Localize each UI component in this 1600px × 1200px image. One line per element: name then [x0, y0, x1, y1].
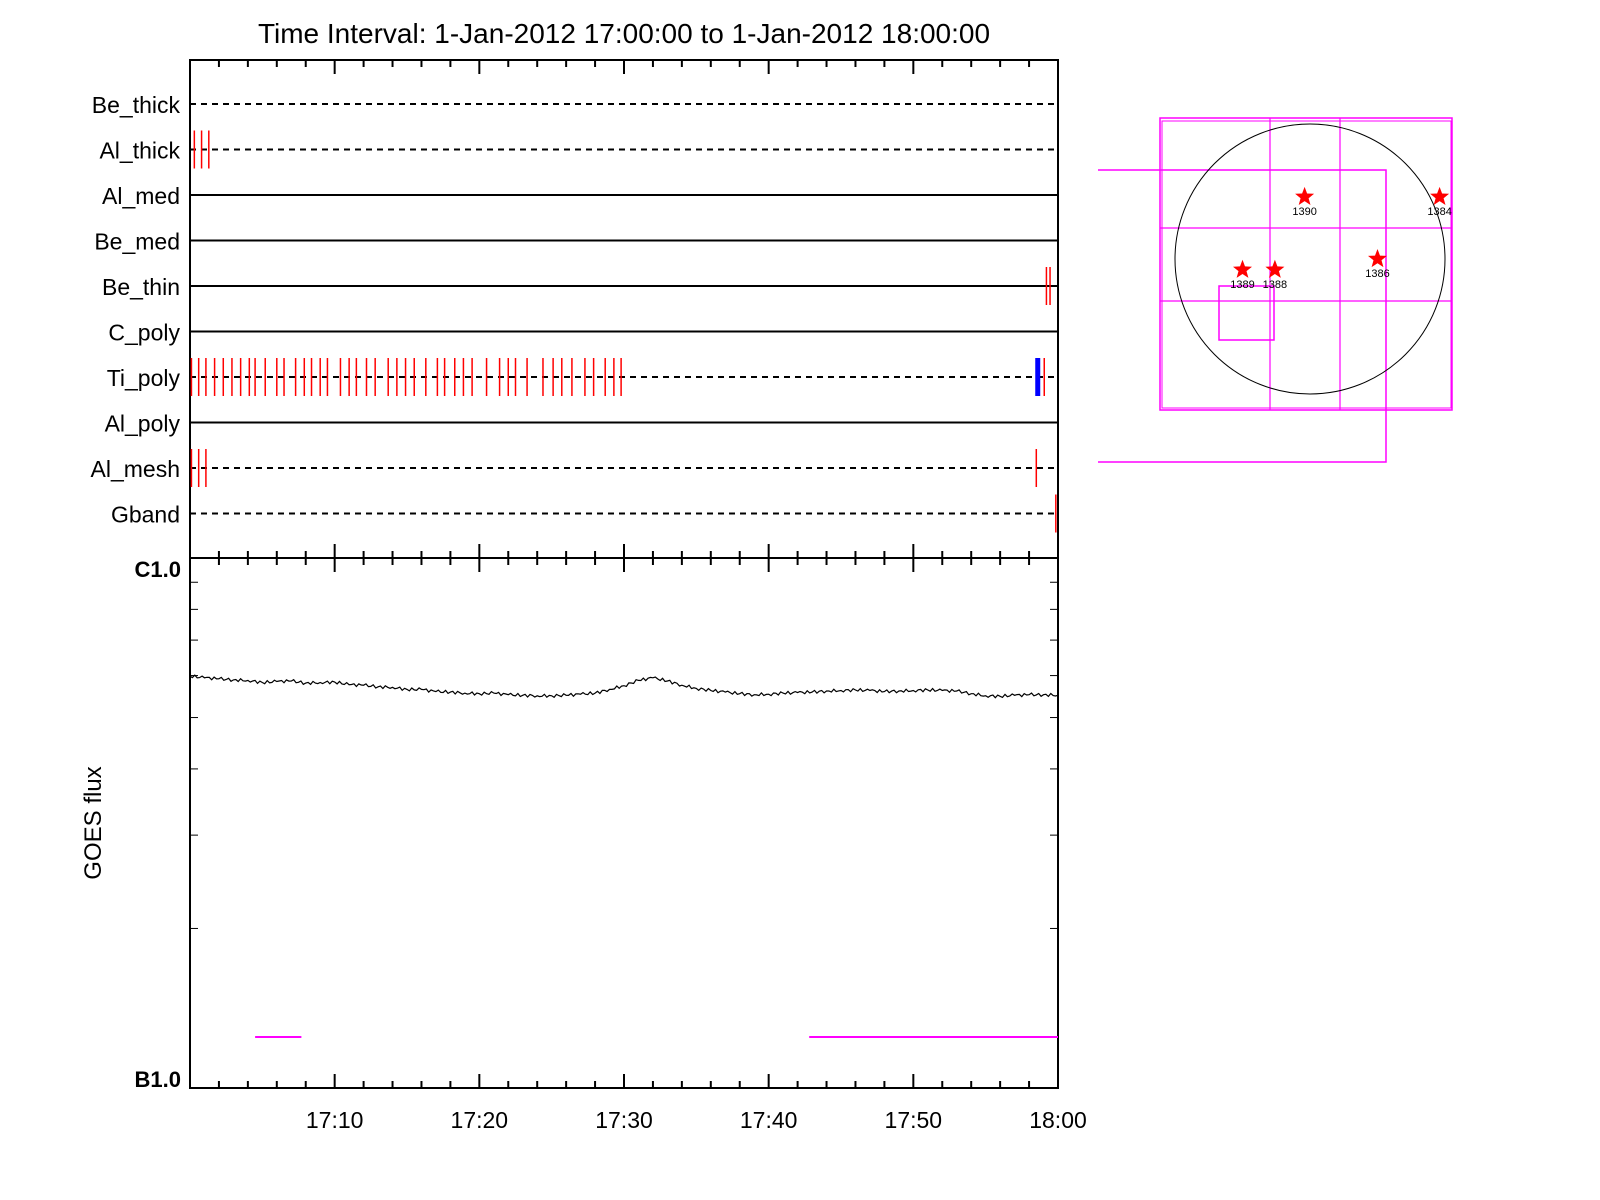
solar-disk-panel: 1390 1384 1386 1389 1388: [1098, 117, 1453, 463]
row-label: Ti_poly: [107, 365, 181, 391]
star-marker: [1430, 186, 1450, 205]
active-region-label: 1384: [1427, 206, 1451, 218]
row-label: C_poly: [108, 320, 180, 346]
fov-bracket: [1098, 169, 1387, 463]
timeline-row: Be_med: [94, 229, 1058, 255]
active-region: 1390: [1292, 186, 1317, 218]
goes-panel-frame: [189, 557, 1059, 1089]
x-tick-label: 17:50: [885, 1107, 943, 1133]
timeline-row: Al_poly: [105, 411, 1058, 437]
active-regions: 1390 1384 1386 1389 1388: [1230, 186, 1452, 291]
timeline-row: Be_thin: [102, 267, 1058, 305]
timeline-row: Al_mesh: [91, 449, 1058, 487]
goes-panel: C1.0 B1.0 GOES flux 17:10 17:20 17:30 17:40…: [80, 557, 1087, 1133]
timeline-row: Gband: [111, 494, 1058, 533]
active-region-label: 1389: [1230, 279, 1254, 291]
top-axis-ticks: [189, 60, 1059, 558]
row-label: Be_med: [94, 229, 180, 255]
goes-axis-ticks: [189, 558, 1059, 1088]
row-label: Al_poly: [105, 411, 181, 437]
y-top-label: C1.0: [135, 557, 181, 582]
timeline-row: Al_med: [102, 183, 1058, 209]
x-tick-label: 18:00: [1029, 1107, 1087, 1133]
star-marker: [1265, 259, 1285, 278]
row-label: Be_thick: [92, 92, 181, 118]
active-region: 1386: [1365, 249, 1390, 280]
star-marker: [1233, 259, 1252, 278]
timeline-row: C_poly: [108, 320, 1058, 346]
active-region: 1389: [1230, 259, 1255, 291]
x-tick-label: 17:10: [306, 1107, 364, 1133]
fov-small-box: [1218, 285, 1275, 341]
star-marker: [1295, 186, 1315, 205]
active-region: 1384: [1427, 186, 1452, 218]
chart-title: Time Interval: 1-Jan-2012 17:00:00 to 1-…: [258, 18, 990, 49]
row-label: Al_thick: [99, 138, 180, 164]
row-label: Al_med: [102, 183, 180, 209]
x-tick-label: 17:40: [740, 1107, 798, 1133]
active-region-label: 1388: [1263, 279, 1287, 291]
row-label: Al_mesh: [91, 456, 180, 482]
row-label: Gband: [111, 502, 180, 528]
timeline-row: Be_thick: [92, 92, 1058, 118]
attenuator-panel-frame: [189, 59, 1059, 559]
solar-disk: [1174, 123, 1446, 395]
active-region-label: 1390: [1292, 206, 1316, 218]
timeline-row: Ti_poly: [107, 358, 1058, 396]
field-of-view-boxes: [1098, 117, 1453, 463]
active-region: 1388: [1263, 259, 1287, 291]
goes-flux-curve: [189, 674, 1059, 699]
x-tick-labels: 17:10 17:20 17:30 17:40 17:50 18:00: [306, 1107, 1087, 1133]
x-tick-label: 17:20: [451, 1107, 509, 1133]
star-marker: [1368, 249, 1387, 268]
timeline-row: Al_thick: [99, 130, 1058, 169]
row-label: Be_thin: [102, 274, 180, 300]
fov-box: [1159, 117, 1453, 411]
y-axis-label: GOES flux: [80, 766, 107, 879]
x-tick-label: 17:30: [595, 1107, 653, 1133]
attenuator-panel: Be_thick Al_thick Al_med Be_med Be_thin C_pol…: [91, 59, 1059, 559]
y-bottom-label: B1.0: [135, 1067, 181, 1092]
fov-box: [1161, 120, 1452, 409]
attenuator-rows: Be_thick Al_thick Al_med Be_med Be_thin C_pol…: [91, 92, 1058, 533]
active-region-label: 1386: [1365, 268, 1389, 280]
